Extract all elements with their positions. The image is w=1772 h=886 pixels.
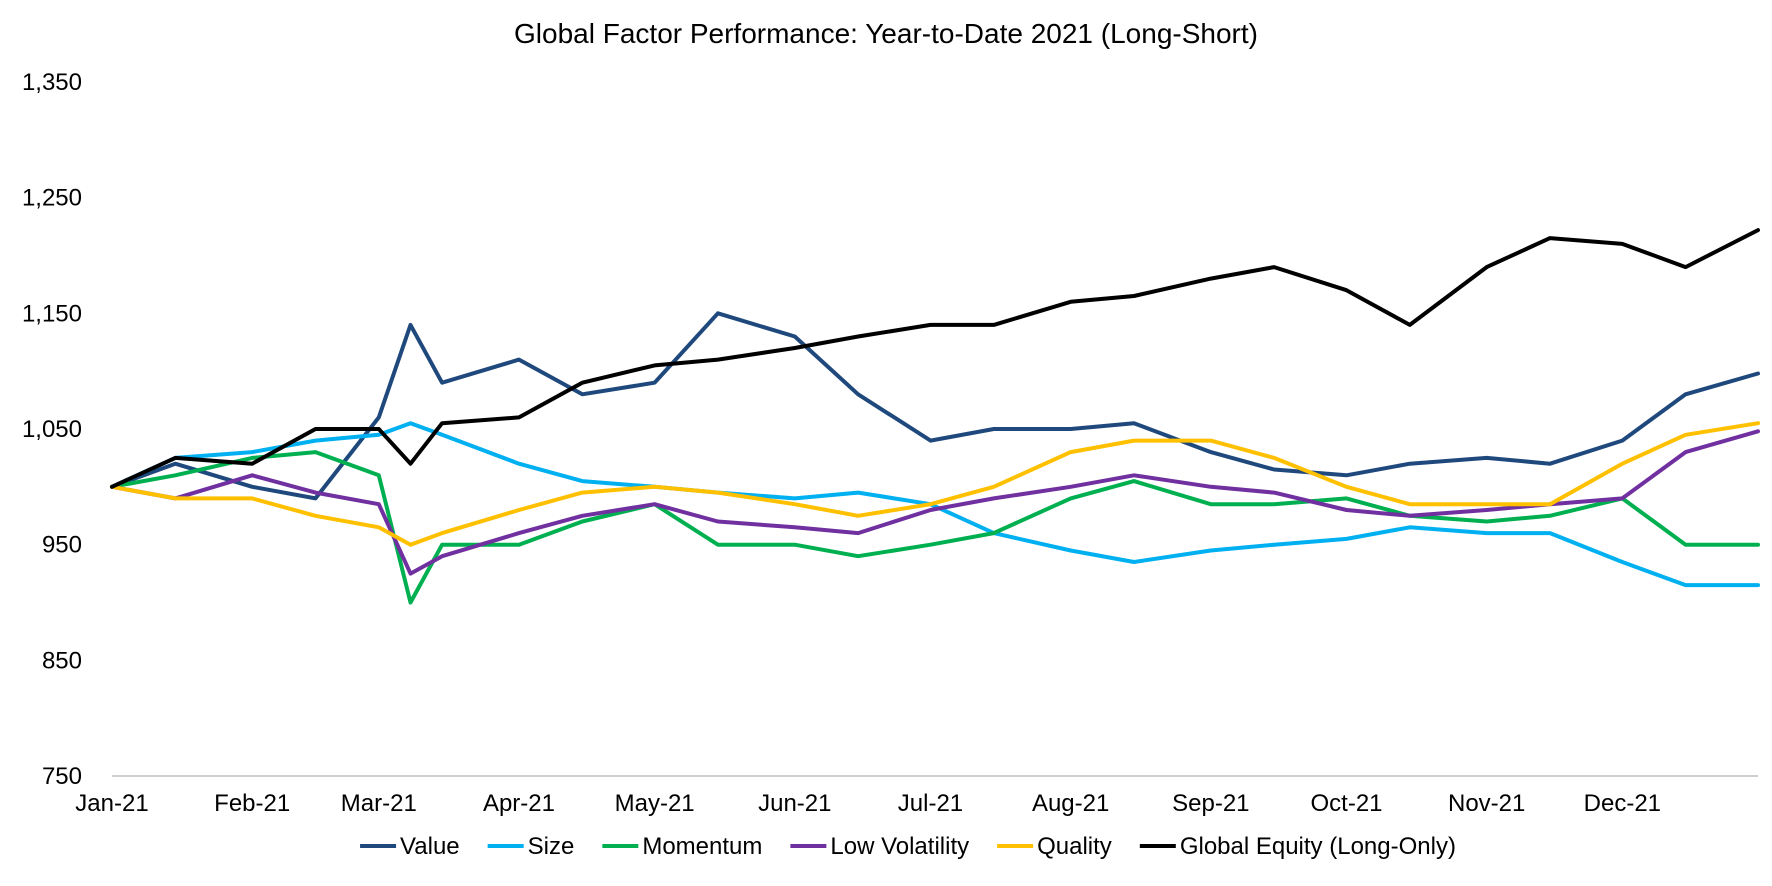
series-line-2 xyxy=(110,450,1760,605)
chart-title: Global Factor Performance: Year-to-Date … xyxy=(514,18,1258,49)
x-tick-label: Jul-21 xyxy=(898,790,963,817)
y-tick-label: 1,250 xyxy=(22,185,82,212)
legend-label: Low Volatility xyxy=(830,833,969,860)
y-tick-label: 1,050 xyxy=(22,416,82,443)
x-tick-label: Mar-21 xyxy=(341,790,417,817)
x-tick-label: Jan-21 xyxy=(75,790,148,817)
legend-label: Global Equity (Long-Only) xyxy=(1180,833,1456,860)
series-line-0 xyxy=(110,311,1760,501)
x-tick-label: Feb-21 xyxy=(214,790,290,817)
legend-label: Value xyxy=(400,833,460,860)
series-line-5 xyxy=(110,228,1760,489)
legend-label: Momentum xyxy=(642,833,762,860)
plot-area xyxy=(110,228,1760,605)
series-line-3 xyxy=(110,429,1760,576)
legend: Value Size Momentum Low Volatility Quality Gl… xyxy=(360,833,1456,860)
series-line-4 xyxy=(110,421,1760,547)
x-tick-label: Aug-21 xyxy=(1032,790,1109,817)
y-tick-label: 1,350 xyxy=(22,69,82,96)
x-tick-label: Nov-21 xyxy=(1448,790,1525,817)
y-tick-label: 950 xyxy=(42,532,82,559)
y-tick-label: 850 xyxy=(42,647,82,674)
y-tick-label: 1,150 xyxy=(22,300,82,327)
x-tick-label: Apr-21 xyxy=(483,790,555,817)
x-tick-label: May-21 xyxy=(615,790,695,817)
legend-label: Quality xyxy=(1037,833,1112,860)
y-axis: 750 850 950 1,050 1,150 1,250 1,350 xyxy=(22,69,82,790)
x-tick-label: Dec-21 xyxy=(1584,790,1661,817)
legend-label: Size xyxy=(528,833,575,860)
x-axis: Jan-21 Feb-21 Mar-21 Apr-21 May-21 Jun-21 Jul-… xyxy=(75,775,1758,817)
y-tick-label: 750 xyxy=(42,763,82,790)
x-tick-label: Oct-21 xyxy=(1310,790,1382,817)
x-tick-label: Jun-21 xyxy=(758,790,831,817)
x-tick-label: Sep-21 xyxy=(1172,790,1249,817)
